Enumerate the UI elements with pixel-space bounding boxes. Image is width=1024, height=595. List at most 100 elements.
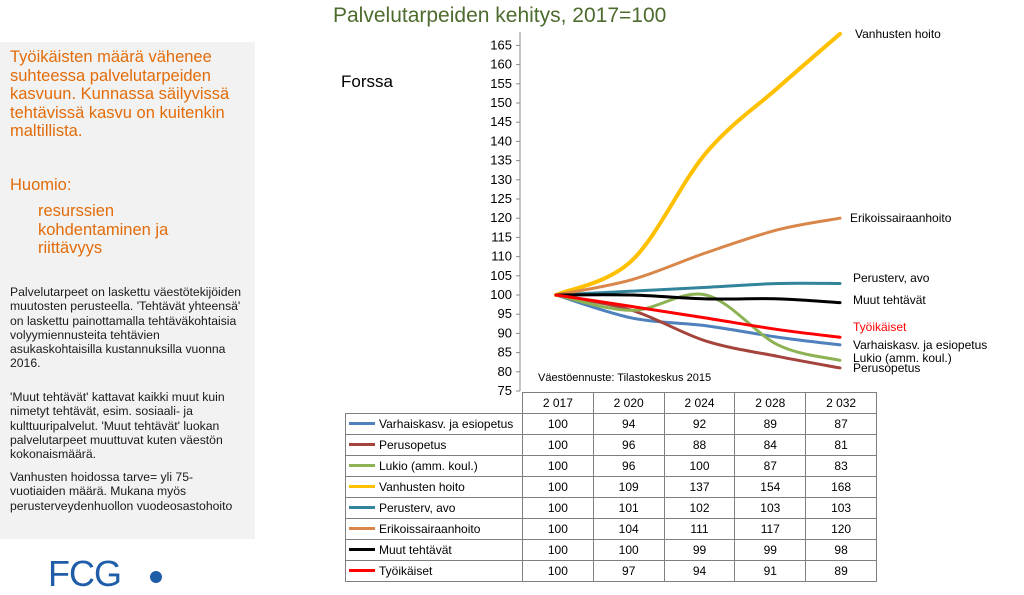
- table-cell: 91: [734, 560, 807, 582]
- table-cell: 87: [734, 455, 807, 477]
- series-end-label: Erikoissairaanhoito: [850, 211, 952, 225]
- table-series-label: Lukio (amm. koul.): [345, 455, 523, 477]
- table-corner: [345, 392, 523, 414]
- legend-swatch: [349, 569, 375, 573]
- y-tick-label: 140: [490, 133, 512, 148]
- table-cell: 94: [663, 560, 736, 582]
- table-cell: 154: [734, 476, 807, 498]
- fcg-logo: FCG: [48, 554, 162, 590]
- table-cell: 100: [522, 455, 594, 477]
- series-line: [554, 293, 842, 339]
- table-row: Varhaiskasv. ja esiopetus 100 94 92 89 87: [345, 413, 877, 435]
- y-tick-label: 95: [498, 306, 512, 321]
- table-cell: 96: [592, 434, 665, 456]
- table-cell: 168: [805, 476, 877, 498]
- fcg-logo-dot: [150, 571, 162, 583]
- table-cell: 101: [592, 497, 665, 519]
- table-cell: 100: [522, 434, 594, 456]
- table-series-label: Erikoissairaanhoito: [345, 518, 523, 540]
- series-end-label: Varhaiskasv. ja esiopetus: [853, 338, 987, 352]
- table-year-header: 2 028: [734, 392, 807, 414]
- table-cell: 100: [663, 455, 736, 477]
- series-end-label: Työikäiset: [853, 320, 907, 334]
- y-tick-label: 160: [490, 57, 512, 72]
- y-tick-label: 120: [490, 210, 512, 225]
- table-series-label: Työikäiset: [345, 560, 523, 582]
- table-cell: 104: [592, 518, 665, 540]
- legend-swatch: [349, 548, 375, 552]
- other-tasks-paragraph: 'Muut tehtävät' kattavat kaikki muut kui…: [10, 390, 225, 462]
- y-tick-label: 105: [490, 268, 512, 283]
- y-tick-label: 90: [498, 325, 512, 340]
- table-cell: 109: [592, 476, 665, 498]
- table-row: Erikoissairaanhoito 100 104 111 117 120: [345, 518, 877, 540]
- y-tick-label: 115: [491, 229, 512, 244]
- table-cell: 103: [805, 497, 877, 519]
- data-table: 2 017 2 020 2 024 2 028 2 032 Varhaiskasv. j…: [345, 392, 877, 582]
- table-year-header: 2 032: [805, 392, 877, 414]
- table-cell: 100: [522, 560, 594, 582]
- table-cell: 137: [663, 476, 736, 498]
- table-row: Perusterv, avo 100 101 102 103 103: [345, 497, 877, 519]
- y-tick-label: 100: [490, 287, 512, 302]
- table-cell: 96: [592, 455, 665, 477]
- y-tick-label: 145: [490, 114, 512, 129]
- y-tick-label: 130: [490, 172, 512, 187]
- legend-swatch: [349, 464, 375, 468]
- series-end-label: Perusterv, avo: [853, 271, 930, 285]
- table-cell: 100: [522, 539, 594, 561]
- series-end-label: Vanhusten hoito: [855, 27, 941, 41]
- legend-swatch: [349, 527, 375, 531]
- table-year-header: 2 024: [663, 392, 736, 414]
- y-tick-label: 165: [490, 37, 512, 52]
- table-cell: 99: [734, 539, 807, 561]
- method-paragraph: Palvelutarpeet on laskettu väestötekijöi…: [10, 285, 242, 371]
- table-series-label: Perusterv, avo: [345, 497, 523, 519]
- table-cell: 89: [805, 560, 877, 582]
- table-cell: 98: [805, 539, 877, 561]
- line-chart: 75 80 85 90 95 100 105 110 115 120 125 130 135 140 145…: [490, 27, 987, 395]
- legend-swatch: [349, 506, 375, 510]
- table-cell: 103: [734, 497, 807, 519]
- legend-swatch: [349, 422, 375, 426]
- table-cell: 111: [663, 518, 736, 540]
- elderly-care-paragraph: Vanhusten hoidossa tarve= yli 75-vuotiai…: [10, 470, 233, 513]
- table-header-row: 2 017 2 020 2 024 2 028 2 032: [345, 392, 877, 414]
- y-tick-label: 110: [491, 249, 512, 264]
- table-cell: 83: [805, 455, 877, 477]
- y-tick-label: 125: [490, 191, 512, 206]
- table-year-header: 2 020: [592, 392, 665, 414]
- series-lines: [554, 31, 842, 370]
- table-cell: 117: [734, 518, 807, 540]
- municipality-label: Forssa: [341, 72, 393, 91]
- table-cell: 89: [734, 413, 807, 435]
- table-row: Lukio (amm. koul.) 100 96 100 87 83: [345, 455, 877, 477]
- series-end-label: Lukio (amm. koul.): [853, 351, 952, 365]
- y-tick-label: 80: [498, 364, 512, 379]
- series-line: [554, 31, 842, 297]
- y-tick-label: 150: [490, 95, 512, 110]
- notes-panel: [0, 42, 255, 539]
- table-cell: 84: [734, 434, 807, 456]
- table-row: Muut tehtävät 100 100 99 99 98: [345, 539, 877, 561]
- note-heading: Huomio:: [10, 176, 72, 194]
- table-year-header: 2 017: [522, 392, 594, 414]
- y-tick-label: 155: [490, 76, 512, 91]
- y-axis: 75 80 85 90 95 100 105 110 115 120 125 130 135 140 145…: [490, 31, 521, 395]
- table-cell: 81: [805, 434, 877, 456]
- legend-swatch: [349, 443, 375, 447]
- table-series-label: Varhaiskasv. ja esiopetus: [345, 413, 523, 435]
- lead-text: Työikäisten määrä vähenee suhteessa palv…: [10, 48, 230, 140]
- table-cell: 100: [592, 539, 665, 561]
- table-cell: 100: [522, 413, 594, 435]
- table-cell: 87: [805, 413, 877, 435]
- series-line: [554, 216, 842, 297]
- series-line: [554, 293, 842, 305]
- table-series-label: Vanhusten hoito: [345, 476, 523, 498]
- note-item: resurssien kohdentaminen ja riittävyys: [38, 202, 169, 257]
- series-end-label: Perusopetus: [853, 361, 920, 375]
- series-end-labels: Varhaiskasv. ja esiopetus PerusopetusLuki…: [850, 27, 987, 375]
- table-cell: 94: [592, 413, 665, 435]
- table-cell: 120: [805, 518, 877, 540]
- table-row: Työikäiset 100 97 94 91 89: [345, 560, 877, 582]
